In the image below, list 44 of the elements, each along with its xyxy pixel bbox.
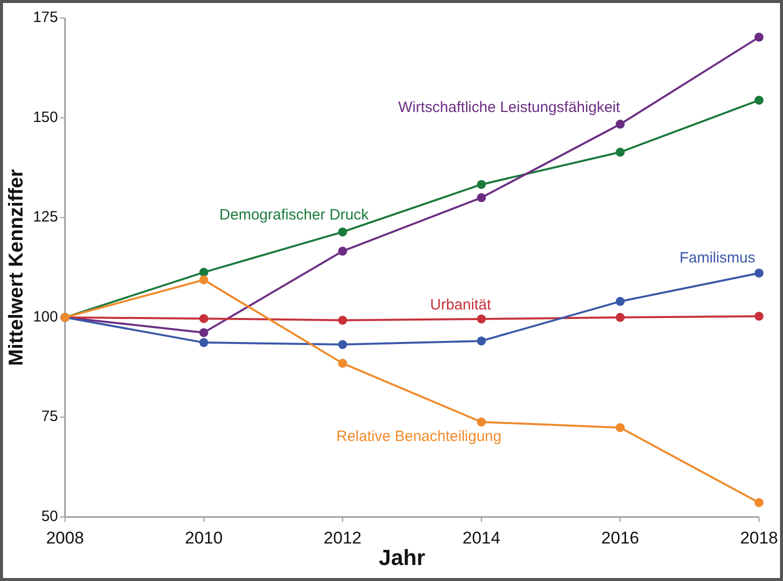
point bbox=[616, 148, 625, 157]
point bbox=[754, 268, 764, 278]
y-tick-label: 100 bbox=[32, 308, 58, 326]
point bbox=[199, 328, 208, 338]
series-label: Familismus bbox=[679, 249, 756, 266]
point bbox=[616, 120, 625, 129]
x-tick-label: 2014 bbox=[462, 528, 500, 548]
point bbox=[616, 312, 625, 322]
y-tick-label: 75 bbox=[41, 408, 58, 426]
point bbox=[616, 423, 625, 432]
x-tick-label: 2018 bbox=[740, 528, 778, 548]
point bbox=[476, 193, 486, 202]
y-tick-label: 175 bbox=[32, 8, 58, 26]
y-tick-label: 50 bbox=[41, 508, 58, 525]
point bbox=[476, 336, 486, 346]
point bbox=[476, 314, 486, 324]
series-label: Relative Benachteiligung bbox=[336, 428, 502, 446]
series-label: Wirtschaftliche Leistungsfähigkeit bbox=[398, 99, 621, 116]
point bbox=[338, 246, 348, 256]
point bbox=[199, 268, 208, 277]
x-axis-title: Jahr bbox=[378, 545, 426, 570]
point bbox=[338, 227, 348, 236]
x-tick-label: 2012 bbox=[324, 528, 362, 548]
y-axis-title: Mittelwert Kennziffer bbox=[5, 168, 28, 366]
point bbox=[476, 417, 486, 426]
x-tick-label: 2016 bbox=[601, 528, 640, 548]
point bbox=[754, 96, 764, 105]
series-label: Urbanität bbox=[430, 296, 492, 314]
x-tick-label: 2010 bbox=[184, 528, 223, 548]
point bbox=[338, 358, 348, 368]
point bbox=[476, 180, 486, 189]
y-tick-label: 125 bbox=[32, 208, 58, 226]
point bbox=[338, 340, 348, 350]
series-label: Demografischer Druck bbox=[219, 206, 370, 224]
x-tick-label: 2008 bbox=[46, 528, 84, 548]
point bbox=[754, 32, 764, 42]
point bbox=[199, 314, 208, 324]
point bbox=[338, 316, 348, 325]
point bbox=[199, 338, 208, 348]
y-tick-label: 150 bbox=[32, 108, 58, 126]
point bbox=[754, 498, 764, 508]
point bbox=[754, 312, 764, 321]
point bbox=[616, 296, 625, 306]
point bbox=[199, 275, 208, 284]
